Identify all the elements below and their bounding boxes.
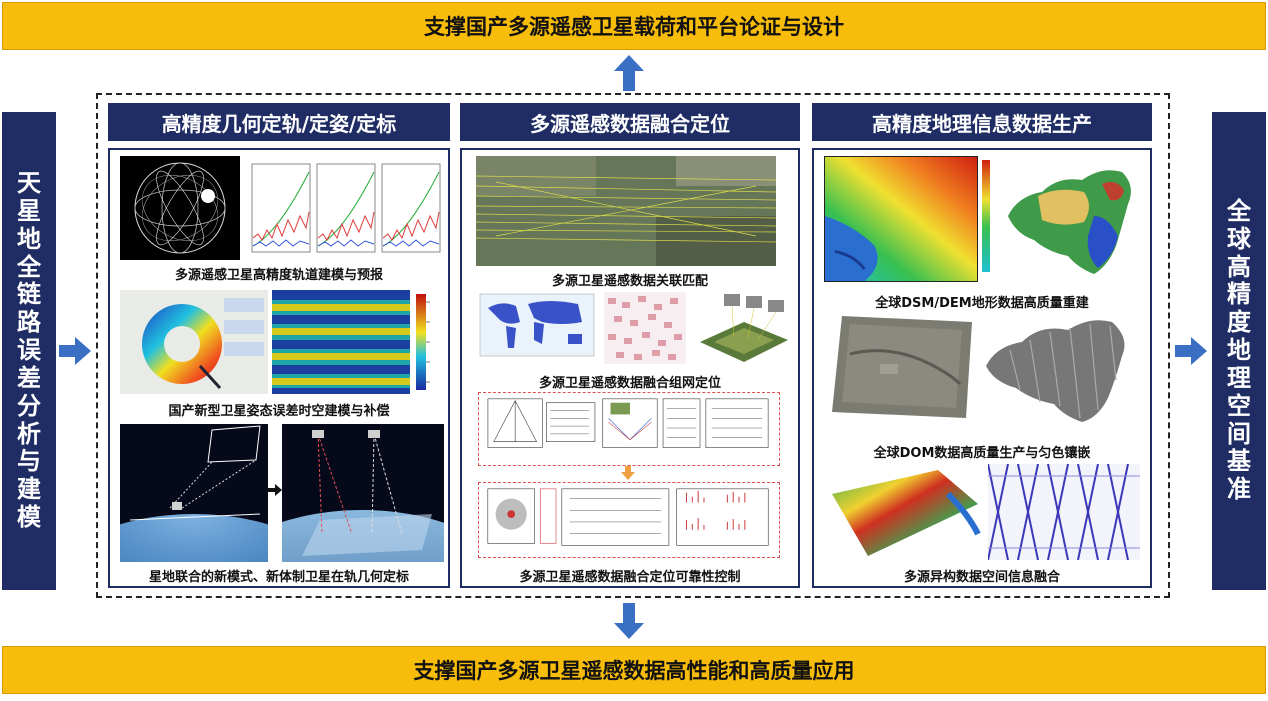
caption-dom: 全球DOM数据高质量生产与匀色镶嵌 xyxy=(873,446,1091,461)
right-bar-char: 球 xyxy=(1227,224,1251,253)
right-bar-char: 全 xyxy=(1227,196,1251,225)
dashed-frame xyxy=(96,93,1170,598)
column-1-title: 高精度几何定轨/定姿/定标 xyxy=(108,103,450,141)
left-bar-char: 链 xyxy=(17,280,41,309)
right-side-bar: 全球高精度地理空间基准 xyxy=(1212,112,1266,590)
caption-matching: 多源卫星遥感数据关联匹配 xyxy=(551,274,708,289)
dem-heatmap-image xyxy=(824,156,978,282)
dom-mosaic-image xyxy=(830,314,974,420)
grid-blocks-image xyxy=(604,292,686,364)
positioning-flow-upper-diagram xyxy=(478,392,780,466)
caption-orbit-modeling: 多源遥感卫星高精度轨道建模与预报 xyxy=(174,268,383,283)
column-3-title: 高精度地理信息数据生产 xyxy=(812,103,1152,141)
right-arrow-left-icon xyxy=(59,337,91,365)
left-bar-char: 路 xyxy=(17,308,41,337)
bottom-banner: 支撑国产多源卫星遥感数据高性能和高质量应用 xyxy=(2,646,1266,694)
calibration-scene-left-image xyxy=(120,424,268,562)
caption-attitude-error: 国产新型卫星姿态误差时空建模与补偿 xyxy=(168,404,390,419)
right-bar-char: 基 xyxy=(1227,447,1251,476)
left-bar-char: 天 xyxy=(17,169,41,198)
attitude-error-ring-image xyxy=(120,290,268,394)
left-bar-char: 析 xyxy=(17,419,41,448)
caption-calibration: 星地联合的新模式、新体制卫星在轨几何定标 xyxy=(148,570,409,585)
china-dom-map-image xyxy=(980,310,1140,426)
caption-fusion: 多源异构数据空间信息融合 xyxy=(903,570,1060,585)
reliability-flow-lower-diagram xyxy=(478,482,780,558)
dem-colorbar-image xyxy=(980,158,994,274)
right-bar-char: 间 xyxy=(1227,419,1251,448)
right-bar-char: 准 xyxy=(1227,475,1251,504)
left-bar-char: 地 xyxy=(17,224,41,253)
calibration-scene-right-image xyxy=(282,424,444,562)
orange-down-arrow-icon xyxy=(621,466,635,480)
left-bar-char: 模 xyxy=(17,503,41,532)
right-arrow-right-icon xyxy=(1175,337,1207,365)
right-bar-char: 理 xyxy=(1227,363,1251,392)
fusion-terrain-3d-image xyxy=(828,464,982,560)
caption-network-positioning: 多源卫星遥感数据融合组网定位 xyxy=(538,376,721,391)
left-side-bar: 天星地全链路误差分析与建模 xyxy=(2,112,56,590)
fusion-strip-pattern-image xyxy=(988,464,1140,560)
left-bar-char: 误 xyxy=(17,336,41,365)
up-arrow-icon xyxy=(614,55,644,91)
caption-dem: 全球DSM/DEM地形数据高质量重建 xyxy=(875,296,1089,311)
left-bar-char: 与 xyxy=(17,447,41,476)
top-banner: 支撑国产多源遥感卫星载荷和平台论证与设计 xyxy=(2,2,1266,50)
orbit-globe-image xyxy=(120,156,240,260)
right-bar-char: 地 xyxy=(1227,336,1251,365)
caption-reliability: 多源卫星遥感数据融合定位可靠性控制 xyxy=(519,570,741,585)
right-bar-char: 空 xyxy=(1227,391,1251,420)
down-arrow-icon xyxy=(614,603,644,639)
left-bar-char: 星 xyxy=(17,196,41,225)
right-bar-char: 精 xyxy=(1227,280,1251,309)
matching-satellite-image xyxy=(476,156,776,266)
column-2-title: 多源遥感数据融合定位 xyxy=(460,103,800,141)
left-bar-char: 建 xyxy=(17,475,41,504)
colorbar-image xyxy=(414,292,444,392)
global-network-map-image xyxy=(478,292,596,364)
orbit-error-plots xyxy=(248,158,444,260)
process-arrow-icon xyxy=(268,484,282,496)
right-bar-char: 高 xyxy=(1227,252,1251,281)
left-bar-char: 分 xyxy=(17,391,41,420)
left-bar-char: 差 xyxy=(17,363,41,392)
attitude-noise-map-image xyxy=(272,290,410,394)
right-bar-char: 度 xyxy=(1227,308,1251,337)
left-bar-char: 全 xyxy=(17,252,41,281)
network-terrain-image xyxy=(694,292,792,364)
china-dem-map-image xyxy=(998,156,1144,282)
